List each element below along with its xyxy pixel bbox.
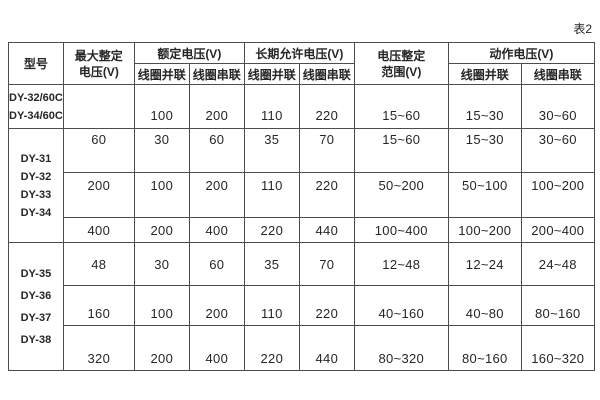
cell-rated-parallel: 100	[133, 285, 190, 326]
model-label: DY-34/60C	[9, 109, 63, 122]
col-header-model: 型号	[8, 42, 64, 85]
cell-rated-parallel: 30	[133, 128, 190, 173]
cell-rated-parallel: 30	[133, 242, 190, 286]
cell-max-setting-voltage: 200	[62, 172, 135, 218]
cell-action-series: 160~320	[520, 325, 595, 371]
cell-rated-series: 200	[188, 172, 245, 218]
voltage-spec-table: 型号 最大整定 电压(V) 额定电压(V) 长期允许电压(V) 电压整定 范围(…	[8, 42, 595, 371]
col-header-max-setting-line2: 电压(V)	[78, 64, 119, 79]
col-header-setting-range: 电压整定 范围(V)	[353, 42, 449, 85]
col-header-action-coil-parallel: 线圈并联	[447, 63, 522, 85]
col-header-rated-coil-series: 线圈串联	[188, 63, 245, 85]
cell-setting-range: 40~160	[353, 285, 449, 326]
col-header-setting-range-line2: 范围(V)	[381, 64, 422, 79]
table-row: 200 100 200 110 220 50~200 50~100 100~20…	[9, 172, 595, 218]
col-header-rated-voltage: 额定电压(V)	[133, 42, 245, 64]
cell-rated-series: 60	[188, 242, 245, 286]
table-row: 160 100 200 110 220 40~160 40~80 80~160	[9, 285, 595, 326]
table-row: 400 200 400 220 440 100~400 100~200 200~…	[9, 217, 595, 243]
cell-action-series: 200~400	[520, 217, 595, 243]
table-row: DY-31 DY-32 DY-33 DY-34 60 30 60 35 70 1…	[8, 128, 595, 243]
cell-max-setting-voltage: 320	[62, 325, 135, 371]
col-header-max-setting-voltage: 最大整定 电压(V)	[62, 42, 135, 85]
cell-allowed-parallel: 110	[243, 285, 300, 326]
model-label: DY-33	[20, 188, 52, 201]
cell-allowed-parallel: 110	[243, 84, 300, 129]
cell-action-parallel: 40~80	[447, 285, 522, 326]
cell-setting-range: 50~200	[353, 172, 449, 218]
col-header-action-voltage: 动作电压(V)	[447, 42, 595, 64]
cell-max-setting-voltage: 400	[62, 217, 135, 243]
col-header-action-coil-series: 线圈串联	[520, 63, 595, 85]
cell-action-series: 100~200	[520, 172, 595, 218]
cell-model-group-dy31-34: DY-31 DY-32 DY-33 DY-34	[8, 128, 64, 243]
table-row: DY-35 DY-36 DY-37 DY-38 48 30 60 35 70 1…	[8, 242, 595, 371]
model-label: DY-34	[20, 206, 52, 219]
col-header-setting-range-line1: 电压整定	[377, 48, 426, 63]
cell-setting-range: 80~320	[353, 325, 449, 371]
header-row-groups: 型号 最大整定 电压(V) 额定电压(V) 长期允许电压(V) 电压整定 范围(…	[8, 42, 595, 85]
cell-action-parallel: 50~100	[447, 172, 522, 218]
cell-action-parallel: 80~160	[447, 325, 522, 371]
cell-max-setting-voltage	[62, 84, 135, 129]
cell-allowed-series: 220	[298, 84, 355, 129]
cell-action-series: 30~60	[520, 128, 595, 173]
model-label: DY-36	[20, 289, 52, 302]
cell-rated-parallel: 200	[133, 217, 190, 243]
cell-action-series: 80~160	[520, 285, 595, 326]
cell-rated-series: 400	[188, 217, 245, 243]
model-label: DY-32	[20, 170, 52, 183]
model-label: DY-38	[20, 333, 52, 346]
model-label: DY-32/60C	[9, 91, 63, 104]
cell-rated-parallel: 100	[133, 172, 190, 218]
cell-rated-parallel: 100	[133, 84, 190, 129]
cell-action-parallel: 100~200	[447, 217, 522, 243]
cell-allowed-parallel: 110	[243, 172, 300, 218]
cell-action-parallel: 15~30	[447, 84, 522, 129]
cell-max-setting-voltage: 48	[62, 242, 135, 286]
cell-max-setting-voltage: 60	[62, 128, 135, 173]
cell-allowed-series: 440	[298, 325, 355, 371]
cell-allowed-series: 440	[298, 217, 355, 243]
cell-setting-range: 100~400	[353, 217, 449, 243]
col-header-allowed-voltage: 长期允许电压(V)	[243, 42, 355, 64]
cell-action-series: 24~48	[520, 242, 595, 286]
col-header-allowed-coil-parallel: 线圈并联	[243, 63, 300, 85]
cell-rated-series: 200	[188, 285, 245, 326]
table-row: 320 200 400 220 440 80~320 80~160 160~32…	[9, 325, 595, 371]
cell-setting-range: 15~60	[353, 128, 449, 173]
cell-action-parallel: 12~24	[447, 242, 522, 286]
col-header-max-setting-line1: 最大整定	[74, 48, 123, 63]
model-label: DY-37	[20, 311, 52, 324]
cell-max-setting-voltage: 160	[62, 285, 135, 326]
cell-allowed-parallel: 35	[243, 128, 300, 173]
cell-model-group-dy35-38: DY-35 DY-36 DY-37 DY-38	[8, 242, 64, 371]
table-caption: 表2	[573, 22, 592, 36]
cell-allowed-series: 70	[298, 242, 355, 286]
cell-allowed-parallel: 220	[243, 217, 300, 243]
cell-action-series: 30~60	[520, 84, 595, 129]
model-label: DY-31	[20, 152, 52, 165]
cell-allowed-series: 220	[298, 172, 355, 218]
cell-rated-series: 60	[188, 128, 245, 173]
cell-setting-range: 12~48	[353, 242, 449, 286]
model-label: DY-35	[20, 267, 52, 280]
cell-allowed-parallel: 220	[243, 325, 300, 371]
cell-allowed-series: 70	[298, 128, 355, 173]
cell-rated-series: 200	[188, 84, 245, 129]
cell-allowed-series: 220	[298, 285, 355, 326]
cell-setting-range: 15~60	[353, 84, 449, 129]
table-row: DY-32/60C DY-34/60C 100 200 110 220 15~6…	[8, 84, 595, 129]
cell-rated-series: 400	[188, 325, 245, 371]
header-row-subcolumns: 线圈并联 线圈串联 线圈并联 线圈串联 线圈并联 线圈串联	[9, 63, 595, 85]
col-header-rated-coil-parallel: 线圈并联	[133, 63, 190, 85]
cell-action-parallel: 15~30	[447, 128, 522, 173]
col-header-allowed-coil-series: 线圈串联	[298, 63, 355, 85]
cell-rated-parallel: 200	[133, 325, 190, 371]
cell-allowed-parallel: 35	[243, 242, 300, 286]
cell-model-group-60c: DY-32/60C DY-34/60C	[8, 84, 64, 129]
